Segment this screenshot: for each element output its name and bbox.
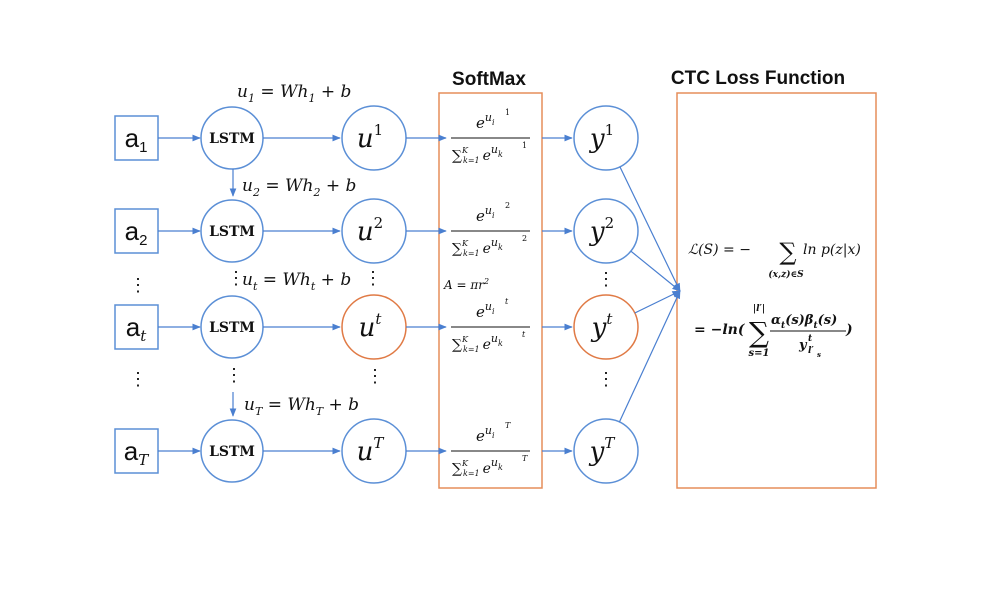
softmax-numerator-1: eui [476, 111, 495, 132]
softmax-denominator-T: ∑K k=1 euk [452, 456, 503, 478]
arrow-y-ctc-1 [619, 166, 681, 292]
arrow-y-ctc-T [618, 290, 681, 423]
softmax-denominator-sup-t: t [522, 330, 526, 339]
y-label-2: y2 [589, 214, 614, 247]
row-t: at LSTM ut eui t ∑K k=1 euk t yt [114, 294, 639, 360]
softmax-numerator-sup-T: T [505, 421, 511, 430]
softmax-numerator-sup-1: 1 [505, 108, 510, 117]
input-label-t: at [126, 312, 147, 345]
ellipsis-lstm-1: ⋮ [227, 268, 245, 289]
softmax-fraction-T: eui T ∑K k=1 euk T [451, 421, 530, 478]
loss-formula-line-1: ℒ(S) = − ∑ (x,z)∈S ln p(z|x) [688, 238, 861, 280]
svg-text:l′: l′ [808, 346, 814, 356]
svg-text:t: t [808, 334, 813, 344]
svg-text:(x,z)∈S: (x,z)∈S [768, 269, 804, 280]
row-T: aT LSTM uT eui T ∑K k=1 euk T yT [114, 418, 639, 484]
ellipsis-y-1: ⋮ [597, 269, 615, 290]
lstm-label-t: LSTM [209, 320, 255, 336]
row-1: a1 LSTM u1 eui 1 ∑K k=1 euk 1 y1 [114, 105, 639, 171]
y-node-1 [573, 105, 639, 171]
softmax-numerator-sup-t: t [505, 297, 509, 306]
input-label-1: a1 [125, 123, 148, 156]
svg-text:ℒ(S) = −: ℒ(S) = − [688, 242, 751, 258]
softmax-numerator-2: eui [476, 204, 495, 225]
svg-text:y: y [798, 338, 808, 353]
y-label-T: yT [589, 434, 616, 467]
softmax-fraction-1: eui 1 ∑K k=1 euk 1 [451, 108, 530, 165]
softmax-fraction-t: eui t ∑K k=1 euk t [451, 297, 530, 354]
svg-text:∑: ∑ [749, 316, 769, 349]
softmax-denominator-t: ∑K k=1 euk [452, 332, 503, 354]
svg-text:∑: ∑ [779, 238, 796, 266]
equation-2: u2 = Wh2 + b [242, 176, 356, 199]
arrow-y-ctc-2 [630, 250, 681, 292]
arrow-y-ctc-t [634, 290, 681, 314]
softmax-denominator-sup-1: 1 [522, 141, 527, 150]
y-node-T [573, 418, 639, 484]
ellipsis-y-2: ⋮ [597, 369, 615, 390]
softmax-denominator-1: ∑K k=1 euk [452, 143, 503, 165]
ellipsis-u-1: ⋮ [364, 268, 382, 289]
u-label-T: uT [357, 434, 385, 467]
ellipsis-input-2: ⋮ [129, 369, 147, 390]
svg-text:|l′|: |l′| [753, 304, 765, 314]
softmax-denominator-sup-2: 2 [522, 234, 527, 243]
ellipsis-input-1: ⋮ [129, 275, 147, 296]
softmax-box [438, 92, 543, 489]
lstm-label-2: LSTM [209, 224, 255, 240]
ellipsis-lstm-2: ⋮ [225, 365, 243, 386]
area-note: A = πr2 [443, 277, 489, 292]
softmax-fraction-2: eui 2 ∑K k=1 euk 2 [451, 201, 530, 258]
equation-T: uT = WhT + b [244, 395, 359, 418]
y-label-t: yt [591, 310, 614, 343]
softmax-denominator-2: ∑K k=1 euk [452, 236, 503, 258]
y-node-t [573, 294, 639, 360]
svg-text:= −ln(: = −ln( [694, 322, 746, 338]
svg-text:s=1: s=1 [749, 348, 770, 359]
softmax-denominator-sup-T: T [522, 454, 528, 463]
equation-t: ut = Wht + b [242, 270, 351, 293]
input-label-T: aT [124, 436, 149, 469]
equation-1: u1 = Wh1 + b [237, 82, 351, 105]
y-node-2 [573, 198, 639, 264]
svg-text:s: s [817, 350, 821, 359]
svg-text:): ) [845, 322, 853, 338]
loss-formula-line-2: = −ln( ∑ |l′| s=1 αt(s)βt(s) y t l′ s ) [694, 304, 853, 359]
svg-text:ln p(z|x): ln p(z|x) [803, 242, 861, 258]
input-label-2: a2 [125, 216, 148, 249]
softmax-numerator-T: eui [476, 424, 495, 445]
ctc-header: CTC Loss Function [671, 68, 845, 89]
u-label-t: ut [359, 310, 383, 343]
y-label-1: y1 [589, 121, 614, 154]
softmax-header: SoftMax [452, 69, 526, 90]
softmax-numerator-sup-2: 2 [505, 201, 510, 210]
u-label-1: u1 [357, 121, 383, 154]
u-label-2: u2 [357, 214, 383, 247]
row-2: a2 LSTM u2 eui 2 ∑K k=1 euk 2 y2 [114, 198, 639, 264]
ctc-loss-box [676, 92, 877, 489]
svg-text:αt(s)βt(s): αt(s)βt(s) [771, 313, 837, 331]
lstm-label-1: LSTM [209, 131, 255, 147]
ellipsis-u-2: ⋮ [366, 366, 384, 387]
lstm-label-T: LSTM [209, 444, 255, 460]
softmax-numerator-t: eui [476, 300, 495, 321]
